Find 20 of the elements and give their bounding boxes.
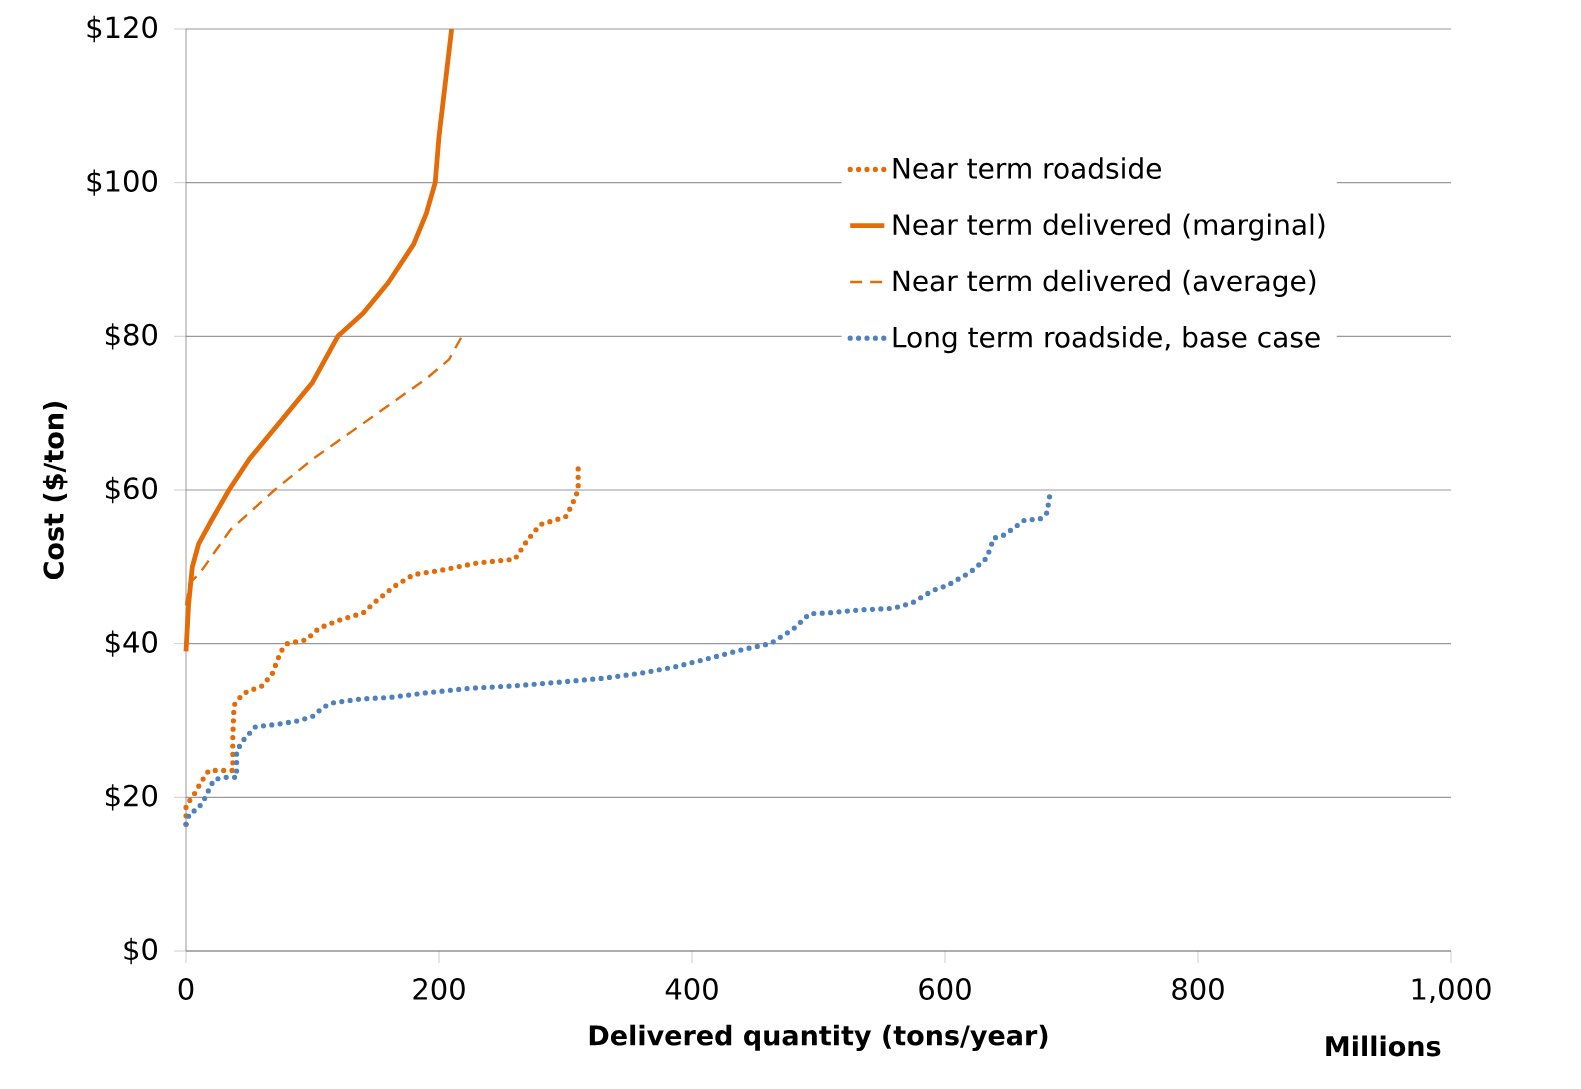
- y-tick-label: $40: [106, 630, 157, 657]
- x-axis-title: Delivered quantity (tons/year): [589, 1024, 1048, 1052]
- x-tick-label: 0: [178, 978, 194, 1000]
- y-tick-label: $80: [106, 323, 157, 350]
- x-tick-label: 800: [1172, 978, 1224, 1000]
- x-tick-label: 600: [919, 978, 971, 1000]
- y-tick-label: $0: [124, 937, 158, 965]
- y-tick-label: $20: [106, 784, 157, 811]
- legend-label: Near term roadside: [893, 157, 1161, 179]
- legend-label: Near term delivered (marginal): [893, 213, 1325, 241]
- y-tick-label: $100: [87, 169, 157, 196]
- legend-label: Near term delivered (average): [893, 269, 1316, 297]
- y-tick-label: $60: [106, 476, 157, 504]
- text: Millions: [1326, 1035, 1441, 1057]
- legend-label: Long term roadside, base case: [893, 326, 1320, 354]
- x-tick-label: 1,000: [1412, 978, 1491, 1003]
- x-tick-label: 400: [665, 978, 718, 1000]
- y-tick-label: $120: [87, 15, 157, 43]
- y-axis-title: Cost ($/ton): [42, 401, 68, 580]
- x-tick-label: 200: [413, 978, 465, 1000]
